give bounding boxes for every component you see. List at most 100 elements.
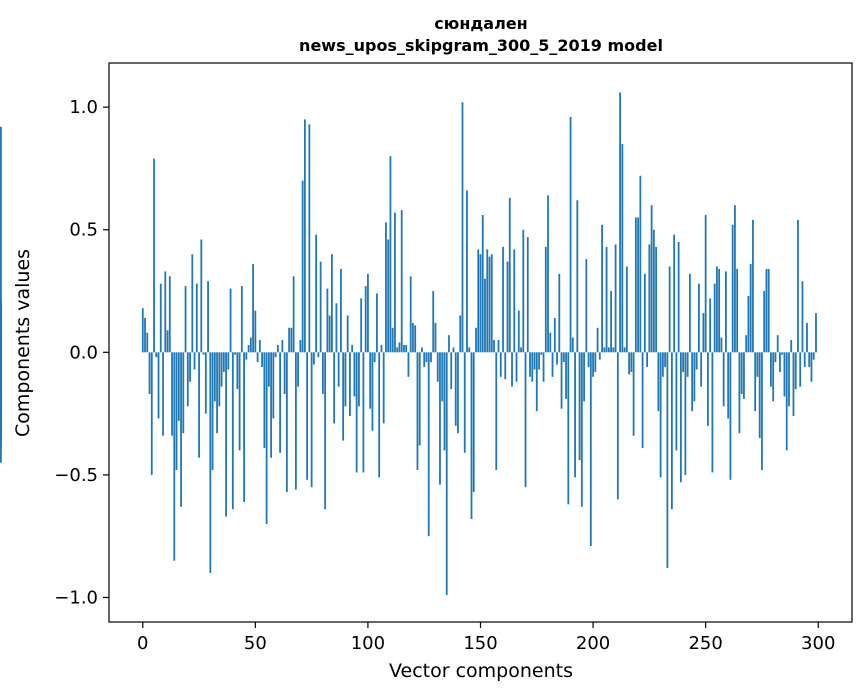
bar [587, 352, 590, 368]
bar [292, 276, 295, 353]
bar [684, 352, 687, 475]
bar [707, 352, 709, 426]
bar [754, 352, 757, 412]
bar [794, 352, 797, 390]
bar [421, 347, 423, 353]
bar [180, 352, 182, 507]
bar [335, 303, 338, 353]
bar [700, 352, 703, 387]
y-axis-label: Components values [12, 249, 34, 437]
bar [625, 266, 628, 353]
bar [272, 352, 275, 419]
bar [283, 352, 286, 394]
bar [389, 156, 392, 353]
bar [583, 352, 585, 402]
bar [279, 352, 282, 453]
bar [661, 352, 664, 377]
bar [355, 352, 358, 473]
bar [749, 264, 752, 353]
x-axis: 0 50 100 150 200 250 300 [137, 622, 835, 654]
x-axis-label: Vector components [389, 660, 573, 682]
bar [477, 249, 480, 353]
bar [799, 352, 802, 387]
bar [346, 315, 349, 353]
bar [263, 352, 266, 448]
y-tick-label: −1.0 [54, 587, 98, 608]
bar [216, 352, 218, 434]
bar [382, 352, 385, 424]
bar [781, 352, 784, 355]
bar [349, 352, 351, 417]
bar [344, 352, 347, 407]
bar [398, 342, 401, 353]
bar [423, 352, 426, 368]
bar [770, 352, 772, 387]
bar [288, 327, 291, 353]
bar [679, 352, 682, 483]
x-tick-label: 150 [463, 633, 497, 654]
bar [364, 286, 367, 353]
bar [513, 249, 516, 353]
bar [502, 246, 504, 353]
bar [603, 347, 606, 353]
bar [709, 298, 712, 353]
bar [315, 234, 318, 353]
y-tick-label: −0.5 [54, 465, 98, 486]
bar [666, 352, 669, 569]
bar [240, 286, 243, 353]
bar [596, 327, 599, 353]
bar [727, 352, 730, 419]
bar [144, 317, 146, 353]
bar [776, 335, 779, 353]
bar [245, 352, 248, 360]
bar [553, 317, 556, 353]
bar [256, 352, 259, 363]
bar [418, 352, 421, 446]
bar [222, 352, 225, 372]
bar [542, 352, 545, 382]
bar [285, 352, 288, 493]
bar [490, 254, 493, 353]
bar [792, 352, 795, 417]
bar [763, 291, 766, 353]
bar [481, 215, 484, 353]
bar [182, 352, 185, 434]
bar [790, 340, 793, 353]
bar [340, 268, 342, 353]
bar [664, 352, 667, 368]
bar [558, 273, 561, 353]
bar [466, 190, 468, 353]
bar [556, 352, 558, 365]
bar [761, 352, 763, 470]
bar [752, 219, 754, 353]
bar [407, 352, 410, 377]
bar [254, 310, 257, 353]
bar [177, 352, 180, 421]
bar [610, 291, 612, 353]
bar [632, 352, 635, 436]
bar [801, 281, 804, 353]
bar [394, 212, 396, 353]
bars-group [0, 92, 817, 596]
bar [265, 352, 268, 524]
bar [686, 352, 689, 377]
bar [267, 352, 270, 387]
bar [648, 244, 651, 353]
bar [515, 352, 518, 382]
bar [358, 352, 360, 407]
bar [508, 197, 511, 353]
bar [166, 330, 169, 353]
bar [731, 224, 734, 353]
bar [391, 327, 394, 353]
bar [380, 344, 383, 353]
bar [445, 352, 448, 596]
bar [743, 352, 745, 399]
bar [463, 352, 466, 453]
bar [623, 347, 626, 353]
bar [772, 352, 775, 402]
bar [713, 283, 716, 353]
bar [153, 158, 155, 353]
bar [585, 259, 588, 353]
bar [243, 352, 245, 502]
bar [688, 273, 691, 353]
